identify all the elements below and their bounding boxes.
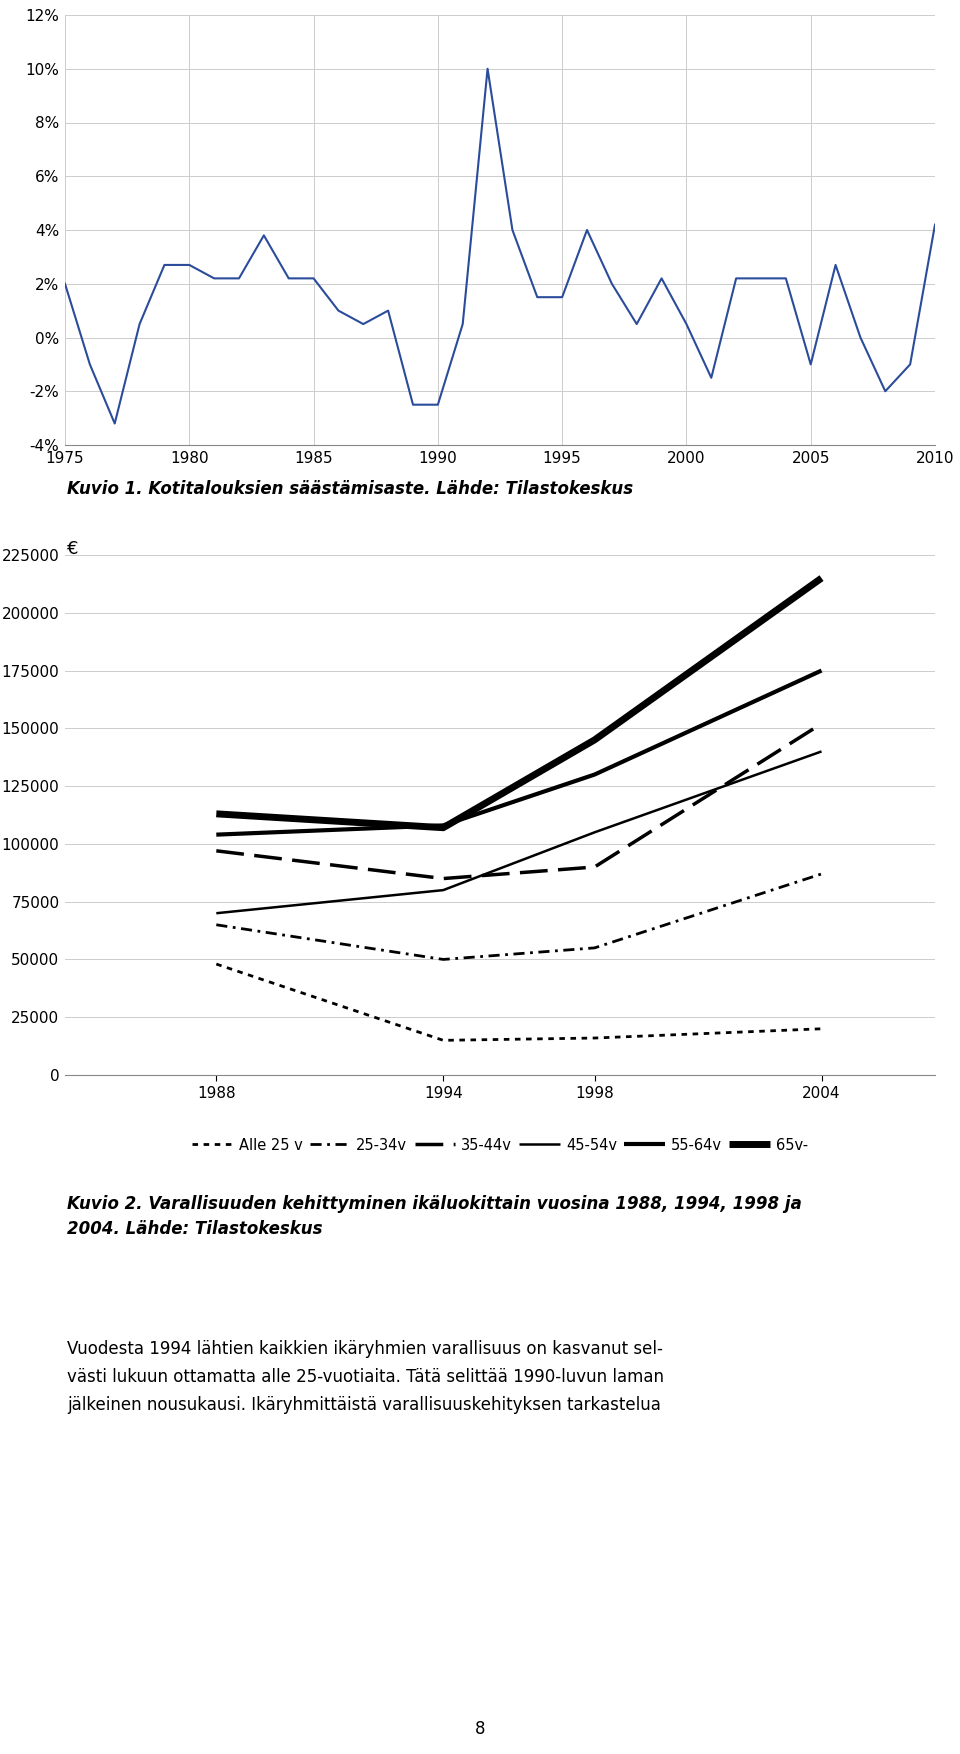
- 45-54v: [816, 740, 828, 761]
- Text: jälkeinen nousukausi. Ikäryhmittäistä varallisuuskehityksen tarkastelua: jälkeinen nousukausi. Ikäryhmittäistä va…: [67, 1396, 661, 1414]
- Alle 25 v: [438, 1030, 449, 1051]
- Line: 65v-: 65v-: [216, 579, 822, 828]
- 35-44v: [438, 868, 449, 889]
- 45-54v: [210, 903, 222, 924]
- Line: 25-34v: 25-34v: [216, 873, 822, 959]
- 25-34v: [588, 937, 600, 958]
- Alle 25 v: [816, 1019, 828, 1040]
- 25-34v: [210, 914, 222, 935]
- 55-64v: [588, 765, 600, 786]
- Text: Kuvio 1. Kotitalouksien säästämisaste. Lähde: Tilastokeskus: Kuvio 1. Kotitalouksien säästämisaste. L…: [67, 481, 634, 498]
- Line: 35-44v: 35-44v: [216, 724, 822, 879]
- 25-34v: [438, 949, 449, 970]
- 55-64v: [438, 816, 449, 837]
- 35-44v: [588, 856, 600, 877]
- Alle 25 v: [588, 1028, 600, 1049]
- 65v-: [588, 730, 600, 751]
- Text: €: €: [67, 540, 79, 558]
- Line: 55-64v: 55-64v: [216, 670, 822, 835]
- 65v-: [438, 817, 449, 838]
- 65v-: [816, 568, 828, 589]
- 45-54v: [588, 823, 600, 844]
- Text: 8: 8: [475, 1721, 485, 1738]
- 45-54v: [438, 879, 449, 900]
- 55-64v: [210, 824, 222, 845]
- 65v-: [210, 803, 222, 824]
- 55-64v: [816, 660, 828, 681]
- 35-44v: [210, 840, 222, 861]
- Legend: Alle 25 v, 25-34v, 35-44v, 45-54v, 55-64v, 65v-: Alle 25 v, 25-34v, 35-44v, 45-54v, 55-64…: [186, 1131, 814, 1158]
- Line: 45-54v: 45-54v: [216, 751, 822, 914]
- Alle 25 v: [210, 954, 222, 975]
- Text: Kuvio 2. Varallisuuden kehittyminen ikäluokittain vuosina 1988, 1994, 1998 ja: Kuvio 2. Varallisuuden kehittyminen ikäl…: [67, 1194, 802, 1214]
- Text: Vuodesta 1994 lähtien kaikkien ikäryhmien varallisuus on kasvanut sel-: Vuodesta 1994 lähtien kaikkien ikäryhmie…: [67, 1340, 663, 1358]
- 35-44v: [816, 714, 828, 735]
- Text: västi lukuun ottamatta alle 25-vuotiaita. Tätä selittää 1990-luvun laman: västi lukuun ottamatta alle 25-vuotiaita…: [67, 1368, 664, 1386]
- 25-34v: [816, 863, 828, 884]
- Text: 2004. Lähde: Tilastokeskus: 2004. Lähde: Tilastokeskus: [67, 1221, 323, 1238]
- Line: Alle 25 v: Alle 25 v: [216, 965, 822, 1040]
